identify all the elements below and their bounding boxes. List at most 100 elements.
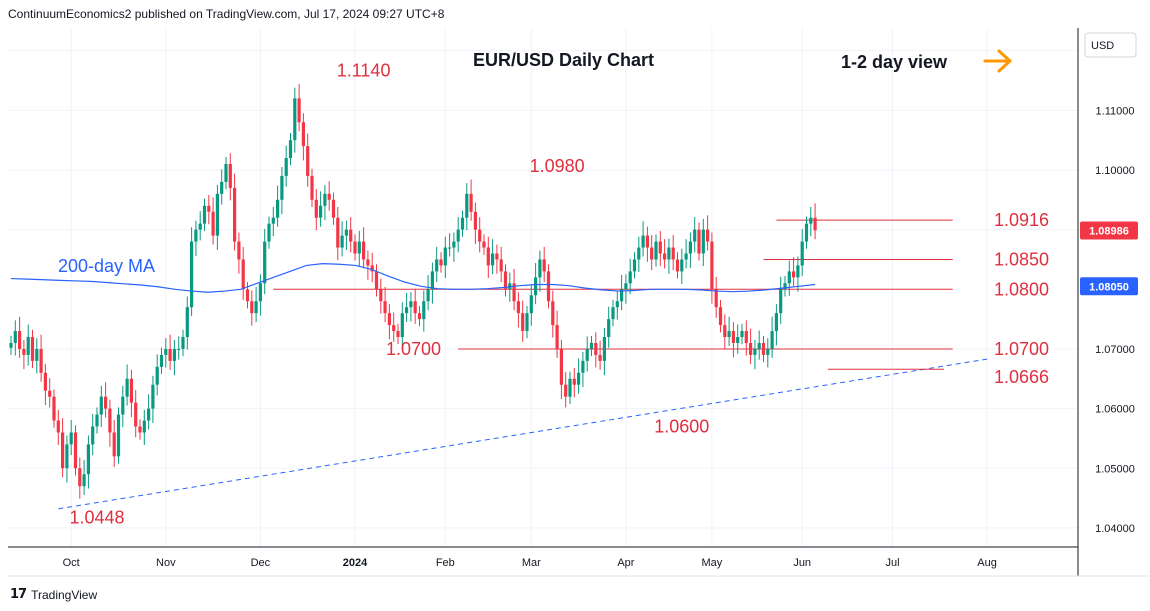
candle (52, 389, 56, 428)
candle-body (383, 301, 387, 314)
candle-body (426, 289, 430, 302)
candle-body (512, 283, 516, 302)
candle (718, 300, 723, 333)
candle (95, 407, 99, 434)
candle-body (551, 301, 555, 326)
candle (628, 258, 632, 295)
candle-body (396, 331, 400, 338)
candle (426, 274, 430, 311)
candle (194, 220, 198, 256)
candle-body (804, 223, 809, 242)
candle-body (13, 331, 17, 343)
y-tick-label: 1.11000 (1096, 105, 1135, 117)
candle-body (267, 223, 271, 242)
candle-body (675, 259, 680, 272)
candle-body (73, 432, 78, 469)
candle-body (645, 235, 649, 248)
candle-body (757, 342, 761, 349)
ma-200-line (10, 263, 816, 293)
candle-body (95, 414, 99, 427)
candle (366, 250, 370, 280)
candle-body (220, 181, 224, 194)
candle-body (706, 229, 710, 242)
candle (224, 156, 228, 190)
candle (207, 195, 211, 225)
candle (155, 354, 159, 396)
candle-body (280, 175, 284, 200)
candle-body (749, 342, 753, 355)
candle (491, 239, 495, 275)
candle-body (366, 259, 370, 266)
candle (697, 222, 701, 261)
candle-body (331, 199, 336, 218)
candle-body (525, 313, 529, 332)
candle-body (572, 378, 576, 385)
candle-body (774, 313, 778, 332)
candle (405, 292, 409, 323)
candle-body (430, 271, 434, 290)
candle-body (417, 313, 422, 320)
candle-body (271, 217, 275, 224)
candle-body (671, 247, 675, 260)
candle (435, 246, 439, 283)
candle-body (400, 313, 404, 338)
candle (340, 221, 344, 257)
candle (228, 153, 232, 201)
x-tick-label: May (702, 557, 723, 569)
candle-body (667, 247, 671, 260)
candle (555, 310, 559, 358)
level-label-left: 1.0700 (386, 339, 441, 359)
candle-body (9, 342, 13, 348)
candle-body (142, 420, 146, 433)
candle (658, 230, 662, 267)
candle (35, 338, 39, 374)
currency-box[interactable] (1084, 32, 1137, 58)
candle-body (465, 193, 469, 218)
candle (585, 336, 589, 372)
candle-body (637, 247, 641, 260)
candle (766, 338, 770, 368)
candle-body (301, 122, 305, 147)
candle-body (276, 199, 280, 218)
candle-body (413, 301, 417, 314)
candle (181, 329, 185, 357)
candle (125, 364, 129, 406)
candle-body (48, 390, 52, 397)
last-price-badge-text: 1.08986 (1089, 225, 1129, 237)
levels-layer (273, 219, 953, 370)
candle-body (164, 348, 168, 355)
candle (392, 312, 396, 342)
y-tick-label: 1.06000 (1095, 404, 1135, 416)
candle (534, 263, 538, 305)
candle (551, 290, 555, 338)
candle-body (293, 98, 297, 141)
x-tick-label: Jun (793, 557, 811, 569)
footer-brand[interactable]: 17 TradingView (10, 587, 97, 602)
candle-body (336, 217, 340, 248)
candle-body (392, 325, 396, 332)
candle-body (56, 420, 60, 433)
candle (263, 229, 267, 295)
candle (13, 320, 17, 356)
candle-body (809, 217, 813, 224)
candle-body (753, 348, 757, 355)
price-axis[interactable]: 1.120001.110001.100001.090001.070001.060… (1080, 46, 1138, 535)
candle (254, 286, 258, 323)
candle-body (568, 378, 572, 397)
candle (39, 334, 43, 382)
candle (774, 304, 778, 346)
candle-body (125, 378, 129, 397)
candle (516, 292, 520, 328)
candle (22, 339, 26, 370)
candle (744, 320, 748, 356)
candle (525, 305, 529, 339)
candle (663, 239, 667, 269)
candle-body (534, 277, 538, 296)
time-axis[interactable]: Oct Nov Dec 2024 Feb Mar Apr May Jun Jul Aug (63, 557, 997, 569)
candle-body (258, 283, 262, 302)
candle-body (108, 408, 112, 433)
candle-body (151, 384, 155, 409)
ma-layer (10, 263, 816, 293)
candle-body (211, 211, 215, 236)
